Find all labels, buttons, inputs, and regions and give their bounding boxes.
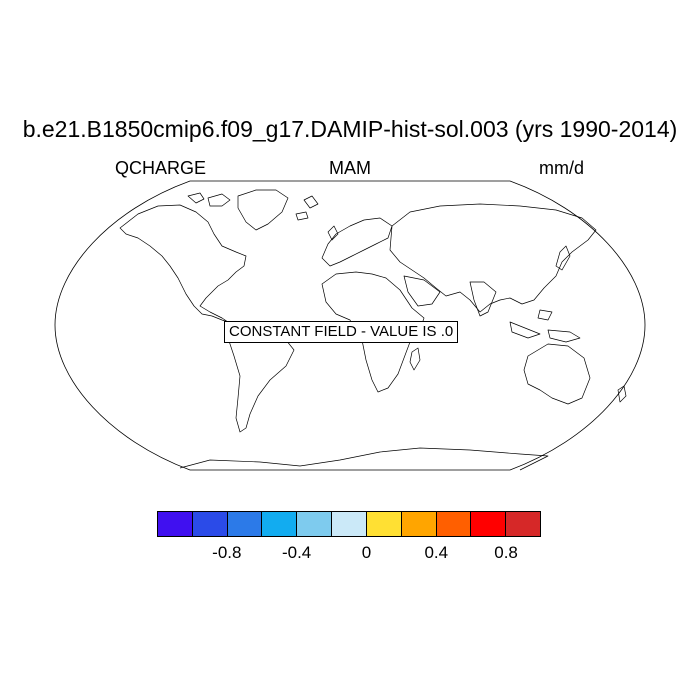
variable-label: QCHARGE (115, 158, 207, 178)
colorbar-tick-label: 0.8 (494, 543, 518, 562)
colorbar-box (262, 512, 298, 536)
coastlines (119, 189, 627, 471)
colorbar-box (192, 512, 228, 536)
colorbar-box (158, 512, 193, 536)
colorbar-box (227, 512, 263, 536)
colorbar-box (297, 512, 333, 536)
colorbar-tick-label: -0.8 (212, 543, 242, 562)
units-label: mm/d (539, 158, 584, 178)
map-title: b.e21.B1850cmip6.f09_g17.DAMIP-hist-sol.… (22, 116, 678, 142)
colorbar-tick-label: 0 (361, 543, 372, 562)
map-boundary (54, 180, 646, 471)
season-label: MAM (329, 158, 371, 178)
colorbar-box (401, 512, 437, 536)
colorbar-box (436, 512, 472, 536)
colorbar-box (332, 512, 367, 536)
colorbar-tick-label: 0.4 (424, 543, 449, 562)
colorbar-box (506, 512, 540, 536)
constant-field-label: CONSTANT FIELD - VALUE IS .0 (224, 321, 459, 343)
colorbar-box (366, 512, 402, 536)
colorbar-tick-label: -0.4 (281, 543, 312, 562)
colorbar-box (471, 512, 507, 536)
colorbar (157, 511, 541, 537)
